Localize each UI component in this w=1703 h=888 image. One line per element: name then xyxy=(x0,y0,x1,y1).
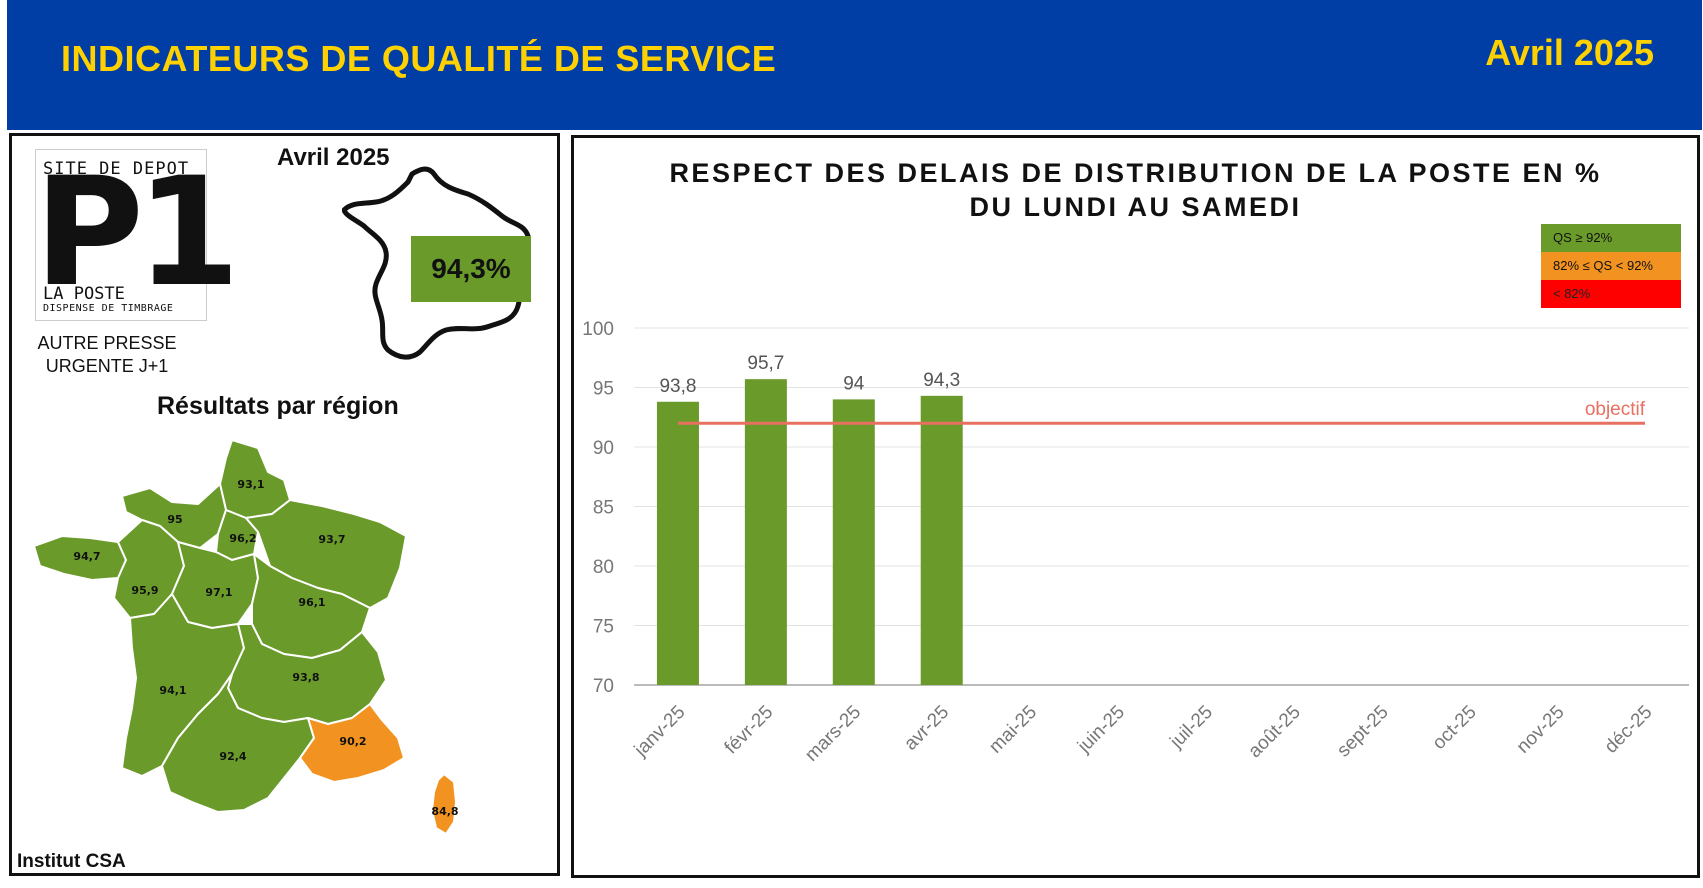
y-tick-label: 70 xyxy=(593,676,614,697)
bar-value-label: 94,3 xyxy=(923,370,960,391)
region-value-nouvelle-aquitaine: 94,1 xyxy=(159,684,186,697)
chart-legend: QS ≥ 92% 82% ≤ QS < 92% < 82% xyxy=(1541,224,1681,308)
left-date: Avril 2025 xyxy=(277,144,390,171)
national-result-badge: 94,3% xyxy=(411,236,531,302)
source-label: Institut CSA xyxy=(17,851,126,872)
header-date: Avril 2025 xyxy=(1485,32,1654,73)
region-value-bretagne: 94,7 xyxy=(73,550,100,563)
chart-title-line1: RESPECT DES DELAIS DE DISTRIBUTION DE LA… xyxy=(669,158,1602,188)
x-tick-label: avr-25 xyxy=(900,702,953,755)
bar xyxy=(656,401,699,685)
logo-big-text: P1 xyxy=(34,146,240,320)
bar xyxy=(920,395,963,685)
x-tick-label: août-25 xyxy=(1244,702,1304,762)
region-shape-paca xyxy=(299,703,405,783)
region-map: 93,1 95 96,2 93,7 94,7 95,9 97,1 96,1 94… xyxy=(33,439,459,835)
region-value-corse: 84,8 xyxy=(431,805,458,818)
chart-title: RESPECT DES DELAIS DE DISTRIBUTION DE LA… xyxy=(574,156,1697,224)
bar-value-label: 95,7 xyxy=(747,353,784,374)
bar-value-label: 93,8 xyxy=(659,376,696,397)
x-tick-label: sept-25 xyxy=(1333,702,1393,762)
x-tick-label: juin-25 xyxy=(1073,702,1129,758)
legend-item-bad: < 82% xyxy=(1541,280,1681,308)
region-shape-corse xyxy=(431,773,457,835)
regions-title: Résultats par région xyxy=(157,392,399,420)
header-banner: INDICATEURS DE QUALITÉ DE SERVICE Avril … xyxy=(7,0,1702,130)
region-value-centre-val-de-loire: 97,1 xyxy=(205,586,232,599)
x-tick-label: oct-25 xyxy=(1429,702,1481,754)
x-tick-label: juil-25 xyxy=(1166,702,1217,753)
region-value-pays-de-la-loire: 95,9 xyxy=(131,584,158,597)
logo-sub-text: DISPENSE DE TIMBRAGE xyxy=(43,303,174,314)
x-tick-label: déc-25 xyxy=(1601,702,1657,758)
x-tick-label: mai-25 xyxy=(985,702,1041,758)
region-value-paca: 90,2 xyxy=(339,735,366,748)
y-tick-label: 80 xyxy=(593,557,614,578)
region-value-grand-est: 93,7 xyxy=(318,533,345,546)
left-panel: SITE DE DEPOT P1 LA POSTE DISPENSE DE TI… xyxy=(9,133,560,876)
y-tick-label: 85 xyxy=(593,498,614,519)
y-tick-label: 95 xyxy=(593,379,614,400)
region-value-ile-de-france: 96,2 xyxy=(229,532,256,545)
bar xyxy=(744,379,787,685)
legend-item-ok: QS ≥ 92% xyxy=(1541,224,1681,252)
region-value-normandie: 95 xyxy=(167,513,182,526)
x-tick-label: janv-25 xyxy=(630,702,690,762)
legend-item-warn: 82% ≤ QS < 92% xyxy=(1541,252,1681,280)
region-value-auvergne-rhone-alpes: 93,8 xyxy=(292,671,319,684)
page-title: INDICATEURS DE QUALITÉ DE SERVICE xyxy=(61,38,777,79)
region-value-bourgogne-franche-comte: 96,1 xyxy=(298,596,325,609)
x-tick-label: mars-25 xyxy=(801,702,865,766)
region-shape-grand-est xyxy=(245,499,407,609)
y-tick-label: 90 xyxy=(593,438,614,459)
bar-chart: 70 75 80 85 90 95 100 93,8 janv-25 95,7 févr-25 94 m… xyxy=(582,319,1689,766)
logo-top-text: SITE DE DEPOT xyxy=(43,159,190,179)
y-tick-label: 75 xyxy=(593,617,614,638)
bar-value-label: 94 xyxy=(843,373,865,394)
x-tick-label: févr-25 xyxy=(721,702,778,759)
logo-brand-text: LA POSTE xyxy=(43,284,125,304)
bar xyxy=(832,399,875,685)
service-label: AUTRE PRESSE URGENTE J+1 xyxy=(12,332,202,378)
objective-label: objectif xyxy=(1585,399,1646,420)
chart-title-line2: DU LUNDI AU SAMEDI xyxy=(969,192,1302,222)
region-value-hauts-de-france: 93,1 xyxy=(237,478,264,491)
x-tick-label: nov-25 xyxy=(1513,702,1569,758)
service-label-line1: AUTRE PRESSE xyxy=(37,333,177,353)
p1-depot-logo: SITE DE DEPOT P1 LA POSTE DISPENSE DE TI… xyxy=(34,149,240,321)
y-tick-label: 100 xyxy=(582,319,614,340)
region-value-occitanie: 92,4 xyxy=(219,750,246,763)
service-label-line2: URGENTE J+1 xyxy=(45,356,169,376)
chart-panel: RESPECT DES DELAIS DE DISTRIBUTION DE LA… xyxy=(571,135,1700,878)
